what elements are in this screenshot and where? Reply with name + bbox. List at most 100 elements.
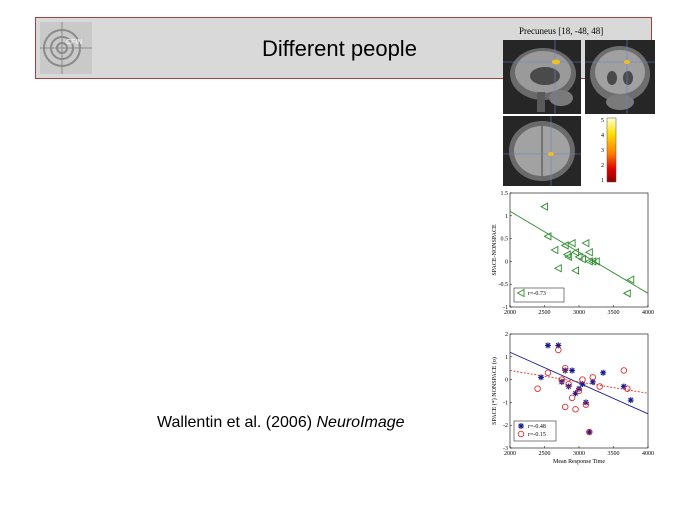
- colorbar-tick-label: 2: [601, 163, 604, 169]
- data-point: [555, 342, 562, 349]
- legend-label: r=-0.15: [528, 432, 546, 438]
- data-point: [626, 275, 635, 284]
- y-axis-label: SPACE (*) NONSPACE (o): [491, 357, 498, 425]
- colorbar-tick-label: 3: [601, 148, 604, 154]
- data-point: [571, 248, 580, 257]
- legend-marker: [518, 423, 524, 429]
- cfin-logo: CFIN: [40, 22, 92, 74]
- y-tick-label: -1: [503, 305, 508, 311]
- data-point: [582, 399, 589, 406]
- citation-authors: Wallentin et al. (2006): [157, 414, 317, 431]
- data-point: [572, 405, 579, 413]
- colorbar-tick-label: 4: [601, 133, 604, 139]
- axial-brain-image: [503, 116, 581, 186]
- data-point: [553, 263, 562, 273]
- y-tick-label: 0: [505, 378, 508, 384]
- data-point: [627, 397, 634, 404]
- data-point: [591, 257, 600, 266]
- chart-response-time: 2000 2500 3000 3500 4000 2 1 0 -1 -2 -3 SPACE (*) N…: [478, 328, 658, 473]
- data-point: [534, 385, 541, 392]
- data-point: [568, 394, 576, 402]
- data-point: [572, 390, 579, 397]
- data-point: [575, 387, 583, 395]
- x-tick-label: 2500: [539, 310, 551, 316]
- legend-label: r=-0.73: [528, 291, 546, 297]
- data-point: [544, 342, 551, 349]
- data-point: [578, 254, 586, 264]
- x-tick-label: 3500: [608, 451, 620, 457]
- brain-figure-title: Precuneus [18, -48, 48]: [519, 26, 604, 36]
- legend-box: [513, 287, 565, 303]
- data-point: [560, 241, 569, 250]
- data-point: [574, 252, 583, 262]
- data-point: [589, 374, 597, 381]
- y-tick-label: 2: [505, 332, 508, 338]
- citation: Wallentin et al. (2006) NeuroImage: [157, 414, 405, 432]
- data-point: [622, 289, 631, 298]
- data-point: [561, 403, 569, 411]
- x-axis-label: Mean Response Time: [553, 459, 605, 465]
- data-point: [538, 374, 545, 381]
- slide-title: Different people: [262, 36, 417, 61]
- data-point: [562, 367, 569, 374]
- data-point: [584, 248, 593, 257]
- y-tick-label: -0.5: [499, 282, 509, 288]
- legend-label: r=-0.48: [528, 424, 546, 430]
- legend-marker: [516, 288, 525, 298]
- data-point: [565, 383, 572, 390]
- colorbar: 5 4 3 2 1: [596, 116, 626, 186]
- x-tick-label: 3500: [608, 310, 620, 316]
- colorbar-tick-label: 5: [601, 118, 604, 124]
- y-tick-label: 0.5: [501, 237, 509, 243]
- data-point: [558, 378, 565, 385]
- data-point: [561, 364, 569, 372]
- data-point: [582, 401, 590, 408]
- data-point: [596, 383, 603, 390]
- y-axis-label: SPACE-NONSPACE: [492, 224, 498, 276]
- legend-marker: [517, 430, 525, 438]
- colorbar-tick-label: 1: [601, 178, 604, 184]
- data-point: [550, 245, 559, 255]
- x-tick-label: 4000: [642, 451, 654, 457]
- logo-text: CFIN: [66, 39, 82, 46]
- data-point: [586, 428, 593, 436]
- y-tick-label: 0: [505, 259, 508, 265]
- data-point: [600, 369, 607, 376]
- y-tick-label: 1.5: [501, 191, 509, 197]
- y-tick-label: -1: [503, 400, 508, 406]
- sagittal-brain-image: [503, 40, 581, 114]
- data-point: [588, 257, 597, 266]
- data-point: [555, 346, 562, 354]
- data-point: [543, 232, 552, 241]
- y-tick-label: 1: [505, 355, 508, 361]
- x-tick-label: 2500: [539, 451, 551, 457]
- y-tick-label: -2: [503, 423, 508, 429]
- data-point: [589, 378, 596, 385]
- data-point: [581, 238, 590, 248]
- data-point: [558, 376, 565, 383]
- data-point: [565, 380, 572, 388]
- data-point: [567, 238, 576, 248]
- x-tick-label: 4000: [642, 310, 654, 316]
- data-point: [571, 266, 580, 275]
- x-tick-label: 3000: [573, 310, 585, 316]
- data-point: [579, 381, 586, 388]
- data-point: [624, 385, 631, 392]
- citation-journal: NeuroImage: [316, 414, 405, 431]
- legend-box: [513, 420, 557, 442]
- trend-line: [509, 351, 649, 415]
- data-point: [576, 385, 582, 392]
- data-point: [540, 202, 548, 211]
- chart-space-nonspace: 2000 2500 3000 3500 4000 1.5 1 0.5 0 -0.5 -1 SPACE-…: [478, 188, 658, 323]
- x-tick-label: 3000: [573, 451, 585, 457]
- data-point: [564, 252, 573, 262]
- y-tick-label: 1: [505, 214, 508, 220]
- data-point: [620, 383, 627, 390]
- data-point: [562, 250, 571, 259]
- data-point: [544, 369, 552, 377]
- data-point: [620, 367, 628, 374]
- x-tick-label: 2000: [504, 310, 516, 316]
- data-point: [579, 376, 586, 383]
- coronal-brain-image: [585, 40, 655, 114]
- y-tick-label: -3: [503, 446, 508, 452]
